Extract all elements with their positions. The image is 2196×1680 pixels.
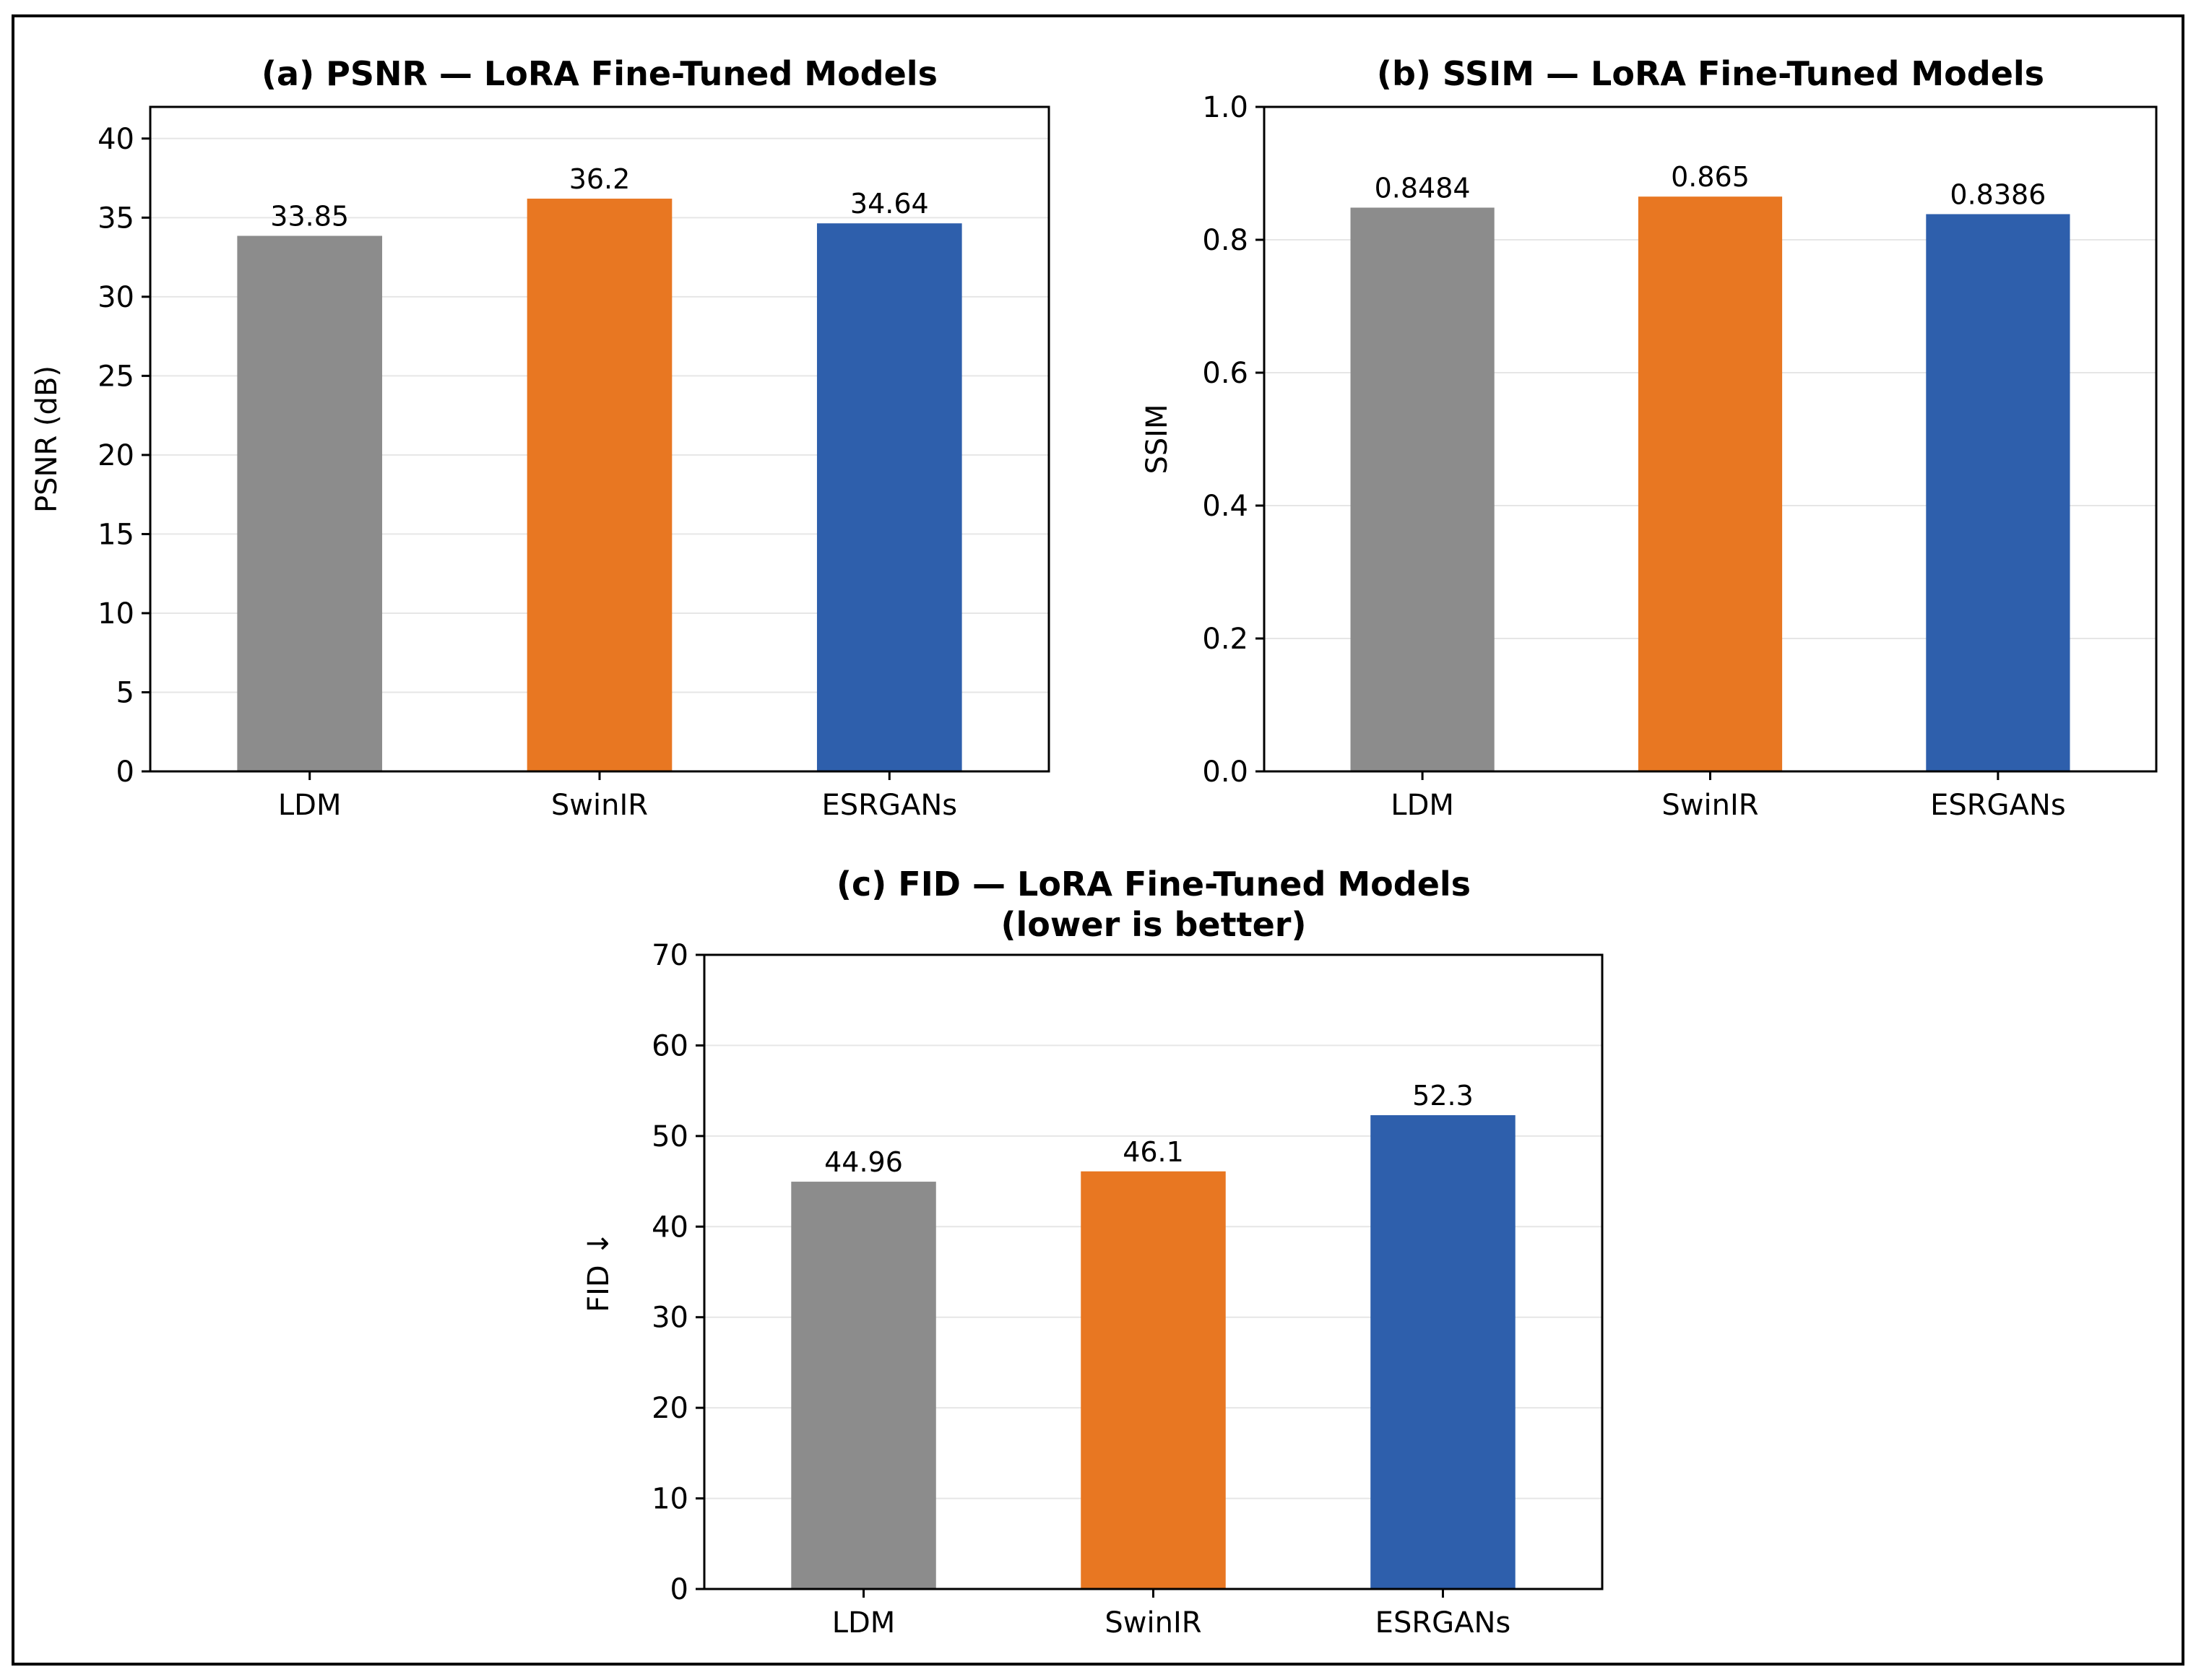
x-tick-label: ESRGANs xyxy=(822,789,958,822)
y-tick-label: 5 xyxy=(116,676,134,709)
y-tick-label: 30 xyxy=(98,281,134,314)
y-tick-label: 35 xyxy=(98,202,134,235)
data-label: 46.1 xyxy=(1123,1136,1184,1168)
bar-esrgans xyxy=(816,223,962,771)
y-tick-label: 0.0 xyxy=(1202,755,1248,789)
x-tick-label: LDM xyxy=(1391,789,1454,822)
data-label: 34.64 xyxy=(850,188,929,220)
bar-swinir xyxy=(527,199,673,771)
y-tick-label: 1.0 xyxy=(1202,91,1248,124)
y-axis-label: FID ↓ xyxy=(582,1231,615,1312)
y-tick-label: 20 xyxy=(98,439,134,472)
y-tick-label: 10 xyxy=(652,1483,688,1516)
y-tick-label: 70 xyxy=(652,939,688,972)
data-label: 0.865 xyxy=(1671,161,1750,193)
bar-swinir xyxy=(1081,1171,1226,1589)
y-tick-label: 0.8 xyxy=(1202,224,1248,257)
y-tick-label: 0 xyxy=(670,1573,688,1606)
bar-ldm xyxy=(791,1182,936,1589)
y-tick-label: 25 xyxy=(98,360,134,393)
data-label: 0.8386 xyxy=(1950,178,2046,210)
bar-esrgans xyxy=(1926,214,2070,771)
x-tick-label: ESRGANs xyxy=(1375,1606,1511,1640)
chart-0: 33.85 36.2 34.64 0 5 10 15 20 25 30 35 40 LDM SwinIR E… xyxy=(30,54,1050,822)
x-tick-label: SwinIR xyxy=(1105,1606,1201,1640)
chart-title: (c) FID — LoRA Fine-Tuned Models xyxy=(837,865,1471,904)
data-label: 33.85 xyxy=(270,201,349,233)
bar-swinir xyxy=(1638,196,1783,771)
charts-group: 33.85 36.2 34.64 0 5 10 15 20 25 30 35 40 LDM SwinIR E… xyxy=(30,54,2158,1640)
x-tick-label: LDM xyxy=(832,1606,896,1640)
x-tick-label: LDM xyxy=(278,789,342,822)
y-tick-label: 40 xyxy=(98,123,134,156)
chart-title: (a) PSNR — LoRA Fine-Tuned Models xyxy=(261,54,938,93)
data-label: 0.8484 xyxy=(1375,172,1471,204)
x-tick-label: SwinIR xyxy=(1661,789,1758,822)
chart-2: 44.96 46.1 52.3 0 10 20 30 40 50 60 70 LDM SwinIR ESR… xyxy=(582,865,1604,1640)
figure-border xyxy=(12,14,2184,1666)
y-tick-label: 50 xyxy=(652,1120,688,1153)
y-tick-label: 20 xyxy=(652,1392,688,1425)
y-tick-label: 60 xyxy=(652,1029,688,1062)
bar-esrgans xyxy=(1370,1115,1516,1589)
x-tick-label: SwinIR xyxy=(551,789,648,822)
y-tick-label: 0 xyxy=(116,755,134,789)
bar-ldm xyxy=(1350,207,1495,771)
y-axis-label: SSIM xyxy=(1141,404,1174,474)
y-tick-label: 15 xyxy=(98,518,134,551)
y-tick-label: 40 xyxy=(652,1211,688,1244)
x-tick-label: ESRGANs xyxy=(1930,789,2066,822)
data-label: 44.96 xyxy=(824,1146,903,1178)
chart-subtitle: (lower is better) xyxy=(1001,905,1307,944)
y-tick-label: 30 xyxy=(652,1302,688,1335)
chart-title: (b) SSIM — LoRA Fine-Tuned Models xyxy=(1377,54,2044,93)
y-tick-label: 10 xyxy=(98,597,134,631)
y-tick-label: 0.4 xyxy=(1202,490,1248,523)
data-label: 52.3 xyxy=(1412,1080,1474,1112)
bar-ldm xyxy=(237,235,383,771)
data-label: 36.2 xyxy=(569,163,631,195)
chart-1: 0.8484 0.865 0.8386 0.0 0.2 0.4 0.6 0.8 1.0 LDM Sw… xyxy=(1141,54,2158,822)
y-tick-label: 0.6 xyxy=(1202,357,1248,390)
y-axis-label: PSNR (dB) xyxy=(30,365,64,513)
y-tick-label: 0.2 xyxy=(1202,623,1248,656)
